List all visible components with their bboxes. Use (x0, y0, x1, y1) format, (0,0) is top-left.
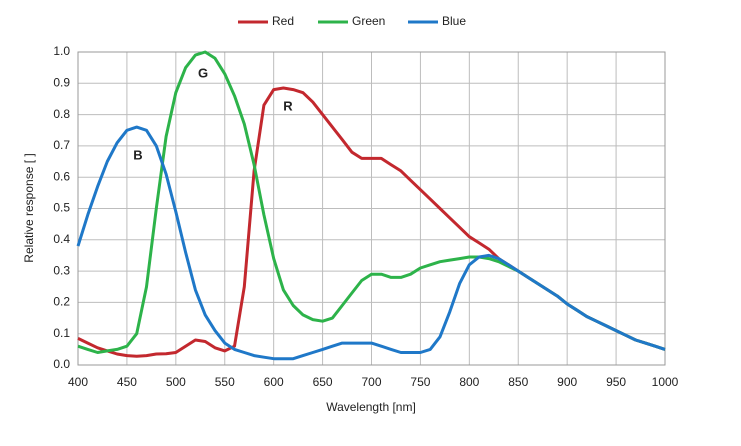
x-tick-label: 750 (410, 375, 430, 389)
legend-label: Red (272, 14, 294, 28)
x-tick-label: 800 (459, 375, 479, 389)
y-tick-label: 1.0 (53, 44, 70, 58)
x-tick-label: 400 (68, 375, 88, 389)
y-tick-label: 0.6 (53, 169, 70, 183)
y-tick-label: 0.7 (53, 138, 70, 152)
y-tick-label: 0.3 (53, 263, 70, 277)
legend-label: Green (352, 14, 385, 28)
y-tick-label: 0.1 (53, 326, 70, 340)
x-tick-label: 500 (166, 375, 186, 389)
y-tick-label: 0.2 (53, 295, 70, 309)
annotation: G (198, 65, 208, 80)
y-tick-label: 0.4 (53, 232, 70, 246)
y-tick-label: 0.9 (53, 75, 70, 89)
x-tick-label: 650 (313, 375, 333, 389)
x-tick-label: 900 (557, 375, 577, 389)
x-tick-label: 700 (361, 375, 381, 389)
x-axis-label: Wavelength [nm] (326, 400, 416, 414)
y-tick-label: 0.8 (53, 107, 70, 121)
x-tick-label: 600 (264, 375, 284, 389)
annotation: R (283, 98, 293, 113)
x-tick-label: 450 (117, 375, 137, 389)
y-axis-label: Relative response [ ] (22, 153, 36, 262)
annotation: B (133, 147, 142, 162)
legend-label: Blue (442, 14, 466, 28)
x-tick-label: 950 (606, 375, 626, 389)
y-tick-label: 0.5 (53, 201, 70, 215)
x-tick-label: 550 (215, 375, 235, 389)
plot-border (77, 51, 666, 366)
x-tick-label: 850 (508, 375, 528, 389)
x-tick-label: 1000 (652, 375, 679, 389)
data-line (76, 125, 666, 361)
y-tick-label: 0.0 (53, 357, 70, 371)
